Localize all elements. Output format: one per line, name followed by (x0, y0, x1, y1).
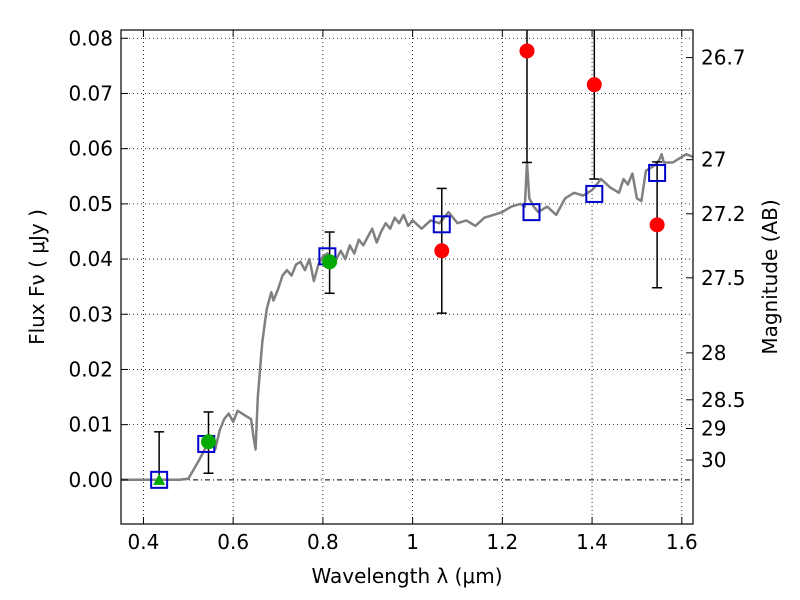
y-tick-label: 0.07 (68, 81, 113, 105)
y2-tick-label: 26.7 (701, 46, 746, 70)
y-tick-label: 0.06 (68, 137, 113, 161)
y2-tick-label: 27.2 (701, 202, 746, 226)
model-square-marker (648, 163, 667, 182)
model-square-marker (522, 203, 541, 222)
x-tick-label: 0.8 (307, 530, 339, 554)
x-tick-label: 0.6 (217, 530, 249, 554)
x-tick-label: 1.6 (666, 530, 698, 554)
y-tick-label: 0.05 (68, 192, 113, 216)
model-square-marker (585, 184, 604, 203)
green-circle-marker (322, 254, 338, 270)
y2-axis-label: Magnitude (AB) (758, 199, 782, 354)
x-axis-label: Wavelength λ (μm) (311, 564, 502, 588)
red-circle-marker (519, 43, 535, 59)
x-tick-label: 1.4 (576, 530, 608, 554)
y-tick-label: 0.02 (68, 357, 113, 381)
spectrum-line (121, 152, 694, 482)
model-square-marker (150, 470, 169, 489)
x-tick-label: 1.2 (486, 530, 518, 554)
y-tick-label: 0.00 (68, 468, 113, 492)
y2-tick-label: 28 (701, 341, 726, 365)
y-tick-label: 0.01 (68, 413, 113, 437)
red-circle-marker (586, 77, 602, 93)
x-tick-label: 0.4 (128, 530, 160, 554)
model-square-marker (432, 215, 451, 234)
y2-tick-label: 30 (701, 448, 726, 472)
green-triangle-marker (153, 473, 166, 485)
y-axis-label: Flux Fν ( μJy ) (25, 209, 49, 345)
red-circle-marker (434, 243, 450, 259)
y2-tick-label: 29 (701, 417, 726, 441)
y-tick-label: 0.04 (68, 247, 113, 271)
y2-tick-label: 27 (701, 148, 726, 172)
x-tick-label: 1 (406, 530, 419, 554)
plot-frame (120, 29, 694, 525)
plot-background (121, 30, 693, 524)
y2-tick-label: 28.5 (701, 388, 746, 412)
y-tick-label: 0.08 (68, 26, 113, 50)
axis-ticks (121, 30, 693, 524)
red-circle-marker (649, 217, 665, 233)
y2-tick-label: 27.5 (701, 266, 746, 290)
observed-points (153, 43, 665, 485)
error-bars (154, 30, 663, 480)
green-circle-marker (200, 434, 216, 450)
model-spectrum (121, 152, 694, 482)
tick-labels: 0.4 0.6 0.8 1 1.2 1.4 1.6 0.00 0.01 0.02 0.03 0.04 0… (68, 26, 745, 554)
y-tick-label: 0.03 (68, 302, 113, 326)
